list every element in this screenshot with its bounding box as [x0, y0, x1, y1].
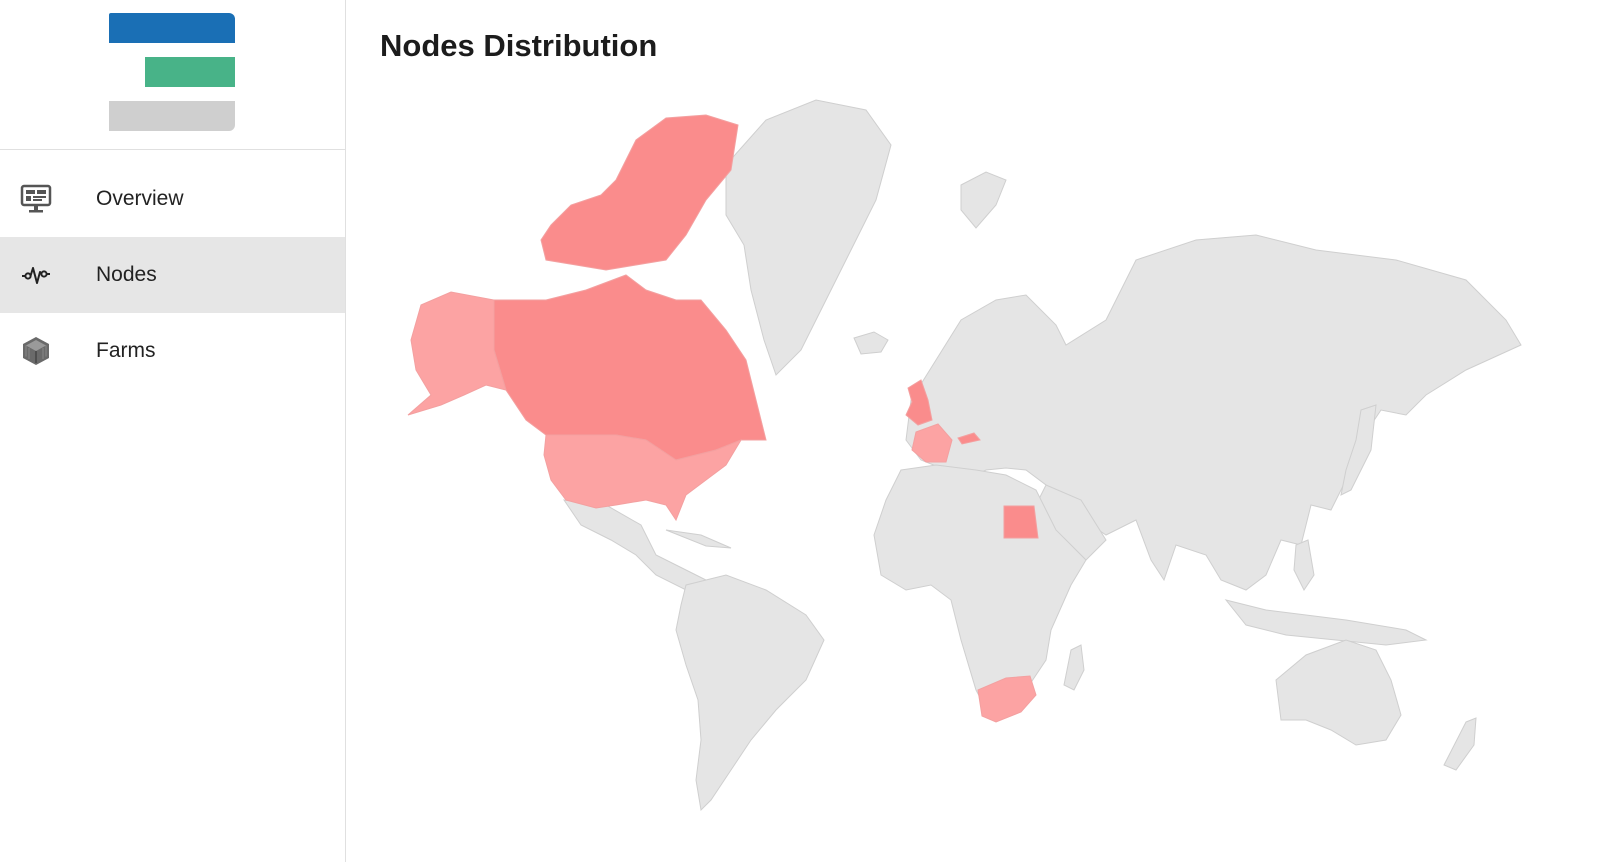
region-australia[interactable]	[1275, 639, 1402, 746]
region-south-africa[interactable]	[977, 675, 1037, 723]
region-alaska[interactable]	[407, 291, 507, 416]
sidebar-item-farms[interactable]: Farms	[0, 313, 345, 389]
region-japan[interactable]	[1340, 404, 1377, 496]
logo-bar-gray	[109, 101, 235, 131]
region-new-zealand[interactable]	[1443, 717, 1477, 771]
region-austria[interactable]	[957, 432, 981, 445]
region-france[interactable]	[911, 423, 953, 463]
region-greenland[interactable]	[725, 99, 892, 376]
sidebar-item-label: Farms	[96, 339, 156, 362]
region-central-america[interactable]	[562, 499, 708, 591]
region-svalbard[interactable]	[960, 171, 1007, 229]
sidebar-item-label: Overview	[96, 187, 184, 210]
region-usa[interactable]	[543, 434, 743, 522]
pulse-icon	[20, 259, 52, 291]
region-indonesia[interactable]	[1224, 599, 1428, 646]
main-content: Nodes Distribution	[346, 0, 1600, 862]
monitor-icon	[20, 183, 52, 215]
region-iceland[interactable]	[853, 331, 889, 355]
sidebar: Overview Nodes	[0, 0, 346, 862]
region-caribbean[interactable]	[665, 529, 732, 549]
logo-bar-blue	[109, 13, 235, 43]
logo-bar-green	[145, 57, 235, 87]
sidebar-item-nodes[interactable]: Nodes	[0, 237, 345, 313]
world-map	[346, 0, 1600, 862]
logo[interactable]	[0, 0, 345, 150]
region-uk[interactable]	[905, 379, 933, 426]
page-title: Nodes Distribution	[380, 28, 658, 63]
region-egypt[interactable]	[1003, 505, 1039, 539]
region-south-america[interactable]	[675, 574, 825, 812]
region-madagascar[interactable]	[1063, 644, 1085, 691]
region-canada[interactable]	[493, 274, 767, 461]
cube-icon	[20, 335, 52, 367]
region-canada-arctic[interactable]	[540, 114, 739, 271]
sidebar-nav: Overview Nodes	[0, 161, 345, 389]
region-philippines[interactable]	[1293, 539, 1315, 591]
sidebar-item-label: Nodes	[96, 263, 157, 286]
sidebar-item-overview[interactable]: Overview	[0, 161, 345, 237]
